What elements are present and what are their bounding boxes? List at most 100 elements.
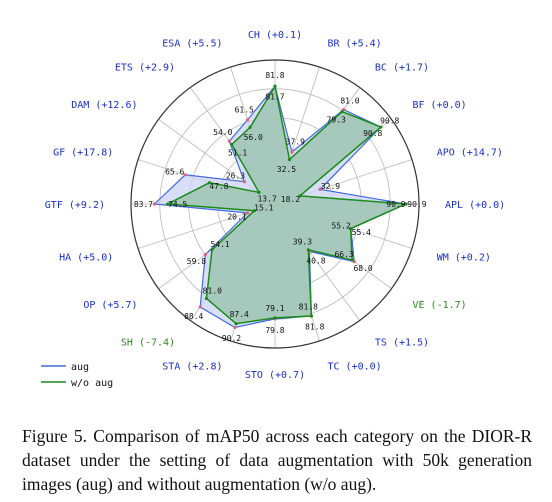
category-label: APL (+0.0) <box>445 200 505 211</box>
value-label-wo-aug: 13.7 <box>257 194 276 203</box>
value-labels: 81.8 37.9 81.0 90.8 32.9 90.9 55.4 68.0 40.8 81.8… <box>134 71 427 343</box>
value-label-wo-aug: 74.5 <box>168 200 187 209</box>
value-label-wo-aug: 79.1 <box>265 304 284 313</box>
value-label-aug: 90.9 <box>407 200 426 209</box>
category-label: APO (+14.7) <box>437 148 503 159</box>
value-label-aug: 20.1 <box>227 212 246 221</box>
category-label: BC (+1.7) <box>375 63 429 74</box>
series-aug-point <box>152 202 157 206</box>
series-aug-point <box>198 305 202 309</box>
value-label-wo-aug: 90.8 <box>363 129 382 138</box>
value-label-wo-aug: 90.9 <box>386 200 405 209</box>
value-label-wo-aug: 18.2 <box>281 195 300 204</box>
value-label-wo-aug: 39.3 <box>293 238 312 247</box>
series-wo-aug-point <box>379 125 383 129</box>
series-aug-point <box>290 150 294 154</box>
value-label-aug: 88.4 <box>184 312 203 321</box>
series-wo-aug-point <box>210 248 214 252</box>
series-aug-point <box>246 118 250 122</box>
value-label-aug: 81.8 <box>265 71 284 80</box>
value-label-aug: 83.7 <box>134 200 153 209</box>
series-wo-aug-point <box>273 84 277 88</box>
legend-label-wo-aug: w/o aug <box>71 378 113 389</box>
category-label: BF (+0.0) <box>413 100 467 111</box>
outer-ring <box>130 59 420 349</box>
category-label: OP (+5.7) <box>83 300 137 311</box>
value-label-wo-aug: 66.3 <box>334 250 353 259</box>
category-label: SH (-7.4) <box>121 338 175 349</box>
series-wo-aug-point <box>252 209 256 213</box>
value-label-wo-aug: 32.5 <box>277 165 296 174</box>
value-label-wo-aug: 54.1 <box>210 240 229 249</box>
series-wo-aug-point <box>349 227 353 231</box>
value-label-wo-aug: 55.2 <box>331 222 350 231</box>
series-aug-point <box>203 253 207 257</box>
value-label-aug: 32.9 <box>321 182 340 191</box>
series-aug-point <box>318 187 322 191</box>
value-label-aug: 37.9 <box>286 138 305 147</box>
series-wo-aug-point <box>234 322 238 326</box>
value-label-wo-aug: 87.4 <box>230 310 249 319</box>
value-label-wo-aug: 81.0 <box>203 286 222 295</box>
value-label-aug: 81.8 <box>305 323 324 332</box>
series-aug-point <box>233 325 237 330</box>
series-wo-aug-point <box>207 181 212 185</box>
value-label-aug: 40.8 <box>306 256 325 265</box>
value-label-wo-aug: 79.3 <box>327 116 346 125</box>
value-label-wo-aug: 81.7 <box>265 92 284 101</box>
series-aug-point <box>227 139 231 143</box>
category-label: CH (+0.1) <box>248 30 302 41</box>
category-label: HA (+5.0) <box>59 253 113 264</box>
series-wo-aug-point <box>298 194 302 198</box>
value-label-aug: 90.8 <box>380 117 399 126</box>
series-wo-aug-point <box>287 157 292 162</box>
value-label-aug: 59.8 <box>187 257 206 266</box>
category-label: STO (+0.7) <box>245 370 305 381</box>
value-label-aug: 26.3 <box>226 171 245 180</box>
series-wo-aug-point <box>306 248 310 252</box>
category-label: STA (+2.8) <box>162 362 222 373</box>
category-labels: CH (+0.1) BR (+5.4) BC (+1.7) BF (+0.0) APO … <box>45 30 505 381</box>
value-label-aug: 81.0 <box>340 97 359 106</box>
value-label-wo-aug: 15.1 <box>254 204 273 213</box>
category-label: DAM (+12.6) <box>71 100 137 111</box>
category-label: WM (+0.2) <box>437 253 491 264</box>
value-label-wo-aug: 47.8 <box>209 182 228 191</box>
value-label-aug: 61.5 <box>235 105 254 114</box>
series-wo-aug-point <box>273 316 277 320</box>
series-wo-aug-point <box>340 110 344 114</box>
value-label-aug: 79.8 <box>265 326 284 335</box>
category-label: TS (+1.5) <box>375 338 429 349</box>
category-label: GF (+17.8) <box>53 148 113 159</box>
series-wo-aug-point <box>204 296 208 300</box>
category-label: ETS (+2.9) <box>115 63 175 74</box>
value-label-wo-aug: 81.8 <box>299 303 318 312</box>
series-wo-aug-point <box>309 314 313 318</box>
value-label-aug: 55.4 <box>352 228 371 237</box>
category-label: TC (+0.0) <box>328 362 382 373</box>
value-label-wo-aug: 51.1 <box>228 149 247 158</box>
category-label: ESA (+5.5) <box>162 38 222 49</box>
series-wo-aug-point <box>350 258 354 262</box>
category-label: BR (+5.4) <box>328 38 382 49</box>
series-wo-aug-point <box>230 142 234 147</box>
category-label: GTF (+9.2) <box>45 200 105 211</box>
series-aug-point <box>242 180 246 184</box>
series-aug-point <box>183 173 187 177</box>
value-label-aug: 54.0 <box>213 128 232 137</box>
series-wo-aug-point <box>166 202 170 206</box>
value-label-aug: 68.0 <box>353 264 372 273</box>
series-wo-aug-point <box>248 125 252 129</box>
category-label: VE (-1.7) <box>413 300 467 311</box>
value-label-wo-aug: 56.0 <box>244 133 263 142</box>
series-layer <box>152 84 408 330</box>
series-aug-point <box>245 211 250 215</box>
figure-caption: Figure 5. Comparison of mAP50 across eac… <box>22 426 532 494</box>
legend-label-aug: aug <box>71 362 89 373</box>
legend: aug w/o aug <box>41 362 113 389</box>
series-wo-aug-point <box>404 202 408 206</box>
value-label-aug: 65.6 <box>165 167 184 176</box>
series-wo-aug-point <box>257 190 261 194</box>
value-label-aug: 90.2 <box>222 334 241 343</box>
